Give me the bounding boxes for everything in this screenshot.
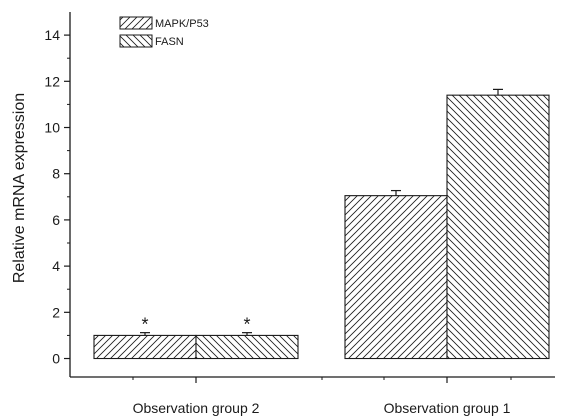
x-category-label: Observation group 1: [384, 400, 511, 416]
legend-label: FASN: [155, 36, 184, 48]
bar: [344, 195, 448, 360]
bars-group: [93, 94, 550, 360]
legend-swatch: [119, 34, 153, 48]
y-tick-label: 8: [52, 166, 60, 182]
bar: [446, 94, 550, 360]
annotations-group: * *: [141, 315, 250, 335]
y-axis: 0 2 4 6 8 10 12 14: [44, 12, 71, 377]
x-category-label: Observation group 2: [133, 400, 260, 416]
legend-swatch: [119, 16, 153, 30]
significance-star: *: [243, 315, 250, 335]
bar: [93, 334, 197, 360]
x-axis: Observation group 2 Observation group 1: [70, 376, 555, 416]
y-tick-label: 10: [44, 120, 60, 136]
y-tick-label: 4: [52, 258, 60, 274]
plot-area: * *: [93, 88, 550, 360]
legend-label: MAPK/P53: [155, 18, 209, 30]
bar: [195, 334, 299, 360]
y-tick-label: 6: [52, 212, 60, 228]
y-axis-title: Relative mRNA expression: [11, 93, 28, 283]
error-bars-group: [140, 88, 503, 336]
y-tick-label: 2: [52, 304, 60, 320]
y-tick-label: 12: [44, 73, 60, 89]
legend: MAPK/P53 FASN: [119, 16, 209, 48]
significance-star: *: [141, 315, 148, 335]
y-tick-label: 14: [44, 27, 60, 43]
y-tick-label: 0: [52, 351, 60, 367]
